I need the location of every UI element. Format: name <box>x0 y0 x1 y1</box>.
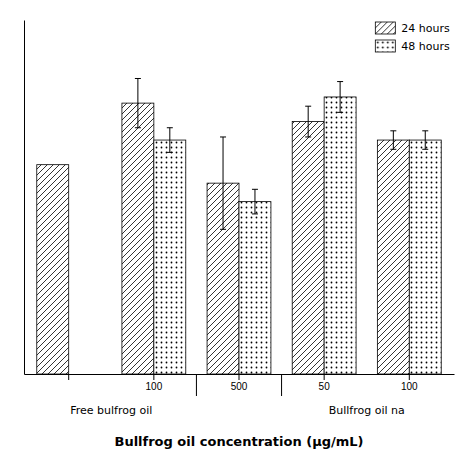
error-bar-stem <box>137 78 138 127</box>
legend-swatch <box>375 40 395 52</box>
legend-label: 24 hours <box>401 22 450 35</box>
y-axis <box>24 21 25 375</box>
bar <box>154 140 186 374</box>
error-bar-cap <box>220 229 226 230</box>
error-bar <box>305 106 311 137</box>
x-tick-mark <box>153 374 154 380</box>
legend-item: 48 hours <box>375 40 450 53</box>
error-bar <box>167 128 173 153</box>
error-bar-stem <box>169 128 170 153</box>
error-bar-cap <box>135 78 141 79</box>
error-bar-cap <box>167 127 173 128</box>
x-tick-label: 50 <box>319 381 331 392</box>
bar <box>239 202 271 374</box>
bar <box>292 122 324 374</box>
error-bar-cap <box>305 136 311 137</box>
error-bar-stem <box>223 137 224 229</box>
x-tick-mark <box>239 374 240 380</box>
x-tick: 50 <box>319 374 331 392</box>
error-bar <box>337 82 343 113</box>
bars <box>37 78 441 374</box>
error-bar-cap <box>252 189 258 190</box>
error-bar-cap <box>422 130 428 131</box>
error-bar-cap <box>390 149 396 150</box>
x-axis-title: Bullfrog oil concentration (μg/mL) <box>114 434 363 449</box>
x-tick-label: 500 <box>231 381 248 392</box>
error-bar <box>220 137 226 229</box>
error-bar-cap <box>390 130 396 131</box>
error-bar-cap <box>337 81 343 82</box>
bar <box>122 103 154 374</box>
error-bar-stem <box>254 189 255 214</box>
group-label: Bullfrog oil na <box>329 404 405 417</box>
bar <box>37 165 69 374</box>
x-tick-mark <box>68 374 69 380</box>
error-bar-cap <box>167 152 173 153</box>
bar <box>377 140 409 374</box>
legend: 24 hours 48 hours <box>375 22 450 53</box>
error-bar-stem <box>340 82 341 113</box>
error-bar <box>422 131 428 149</box>
bar <box>409 140 441 374</box>
x-tick <box>68 374 69 380</box>
error-bar-cap <box>252 213 258 214</box>
x-tick: 100 <box>401 374 418 392</box>
error-bar-stem <box>393 131 394 149</box>
plot: 100 500 50 100 Free bulfrog oil Bullfrog oil … <box>25 21 455 450</box>
chart: 100 500 50 100 Free bulfrog oil Bullfrog oil … <box>0 0 474 474</box>
x-axis: 100 500 50 100 <box>25 374 455 392</box>
bar <box>324 97 356 374</box>
group-label: Free bulfrog oil <box>70 404 152 417</box>
x-tick-mark <box>324 374 325 380</box>
x-tick: 100 <box>146 374 163 392</box>
error-bar-cap <box>220 136 226 137</box>
x-tick-label: 100 <box>401 381 418 392</box>
error-bar-cap <box>305 106 311 107</box>
error-bar-cap <box>422 149 428 150</box>
x-tick-label: 100 <box>146 381 163 392</box>
error-bar-cap <box>135 127 141 128</box>
x-tick-mark <box>409 374 410 380</box>
legend-swatch <box>375 22 395 34</box>
legend-item: 24 hours <box>375 22 450 35</box>
error-bar <box>390 131 396 149</box>
error-bar <box>135 78 141 127</box>
error-bar <box>252 189 258 214</box>
error-bar-stem <box>308 106 309 137</box>
x-tick: 500 <box>231 374 248 392</box>
error-bar-cap <box>337 112 343 113</box>
error-bar-stem <box>425 131 426 149</box>
y-axis-line <box>24 21 25 375</box>
group-separator <box>196 374 197 396</box>
group-separator <box>281 374 282 396</box>
legend-label: 48 hours <box>401 40 450 53</box>
